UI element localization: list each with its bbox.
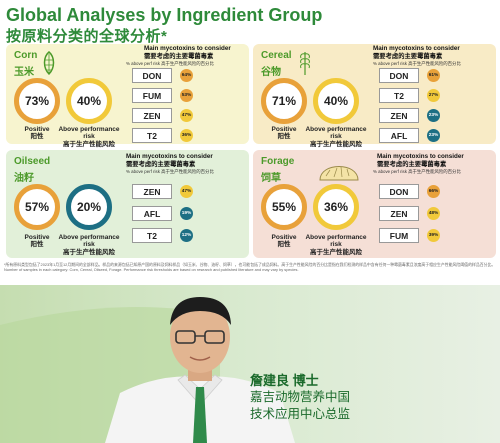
hay-bale-icon bbox=[319, 166, 359, 181]
above-risk-label: Above performance risk 高于生产性能风险 bbox=[305, 234, 367, 256]
above-risk-label: Above performance risk 高于生产性能风险 bbox=[58, 234, 120, 256]
panel-name-cn: 谷物 bbox=[261, 67, 281, 78]
portrait-illustration bbox=[0, 285, 500, 443]
corn-icon bbox=[43, 51, 55, 76]
panel-name-cn: 油籽 bbox=[14, 173, 34, 184]
above-risk-ring: 36% bbox=[313, 184, 359, 230]
positive-label: Positive 阳性 bbox=[24, 234, 50, 249]
cereal-panel: Cereal 谷物 71% Positive 阳性 40% Above perfo… bbox=[253, 44, 496, 148]
positive-value: 71% bbox=[271, 94, 297, 108]
mycotoxin-subheading: % above perf risk 高于生产性能风险的百分比 bbox=[126, 61, 214, 66]
panel-name: Forage bbox=[261, 156, 295, 167]
positive-label: Positive 阳性 bbox=[24, 126, 50, 141]
positive-value: 73% bbox=[24, 94, 50, 108]
above-risk-label: Above performance risk 高于生产性能风险 bbox=[305, 126, 367, 148]
mycotoxin-subheading: % above perf risk 高于生产性能风险的百分比 bbox=[373, 61, 461, 66]
positive-value: 57% bbox=[24, 200, 50, 214]
above-risk-label: Above performance risk 高于生产性能风险 bbox=[58, 126, 120, 148]
footnote: *所有原料类型包括了2023年1月至12月期间的全部样品。样品的来源包括已知原产… bbox=[4, 262, 496, 273]
above-risk-value: 40% bbox=[76, 94, 102, 108]
wheat-icon bbox=[300, 52, 310, 75]
page-title: Global Analyses by Ingredient Group bbox=[6, 5, 323, 25]
above-risk-value: 36% bbox=[323, 200, 349, 214]
above-risk-value: 40% bbox=[323, 94, 349, 108]
mycotoxin-subheading: % above perf risk 高于生产性能风险的百分比 bbox=[373, 169, 461, 174]
above-risk-value: 20% bbox=[76, 200, 102, 214]
positive-label: Positive 阳性 bbox=[271, 234, 297, 249]
presenter-nametag: 詹建良 博士 嘉吉动物营养中国 技术应用中心总监 bbox=[250, 370, 350, 423]
panel-name: Cereal bbox=[261, 50, 292, 61]
page-title-cn: 按原料分类的全球分析* bbox=[6, 28, 168, 45]
positive-value: 55% bbox=[271, 200, 297, 214]
oilseed-panel: Oilseed 油籽 57% Positive 阳性 20% Above perf… bbox=[6, 150, 249, 258]
positive-ring: 73% bbox=[14, 78, 60, 124]
panel-name-cn: 饲草 bbox=[261, 173, 281, 184]
mycotoxin-heading: Main mycotoxins to consider 需要考虑的主要霉菌毒素 bbox=[144, 45, 231, 60]
mycotoxin-heading: Main mycotoxins to consider 需要考虑的主要霉菌毒素 bbox=[126, 153, 213, 168]
presenter-photo bbox=[0, 285, 500, 443]
positive-ring: 55% bbox=[261, 184, 307, 230]
above-risk-ring: 40% bbox=[313, 78, 359, 124]
presenter-title-1: 嘉吉动物营养中国 bbox=[250, 390, 351, 404]
positive-ring: 57% bbox=[14, 184, 60, 230]
positive-ring: 71% bbox=[261, 78, 307, 124]
panel-name: Oilseed bbox=[14, 156, 51, 167]
presenter-title-2: 技术应用中心总监 bbox=[250, 406, 351, 421]
presenter-name: 詹建良 博士 bbox=[250, 373, 319, 388]
panel-name: Corn bbox=[14, 50, 38, 61]
mycotoxin-heading: Main mycotoxins to consider 需要考虑的主要霉菌毒素 bbox=[373, 45, 460, 60]
positive-label: Positive 阳性 bbox=[271, 126, 297, 141]
mycotoxin-subheading: % above perf risk 高于生产性能风险的百分比 bbox=[126, 169, 214, 174]
corn-panel: Corn 玉米 73% Positive 阳性 40% Above perform… bbox=[6, 44, 249, 148]
above-risk-ring: 20% bbox=[66, 184, 112, 230]
panel-name-cn: 玉米 bbox=[14, 67, 34, 78]
forage-panel: Forage 饲草 55% Positive 阳性 36% Above perfo… bbox=[253, 150, 496, 258]
above-risk-ring: 40% bbox=[66, 78, 112, 124]
mycotoxin-heading: Main mycotoxins to consider 需要考虑的主要霉菌毒素 bbox=[377, 153, 464, 168]
